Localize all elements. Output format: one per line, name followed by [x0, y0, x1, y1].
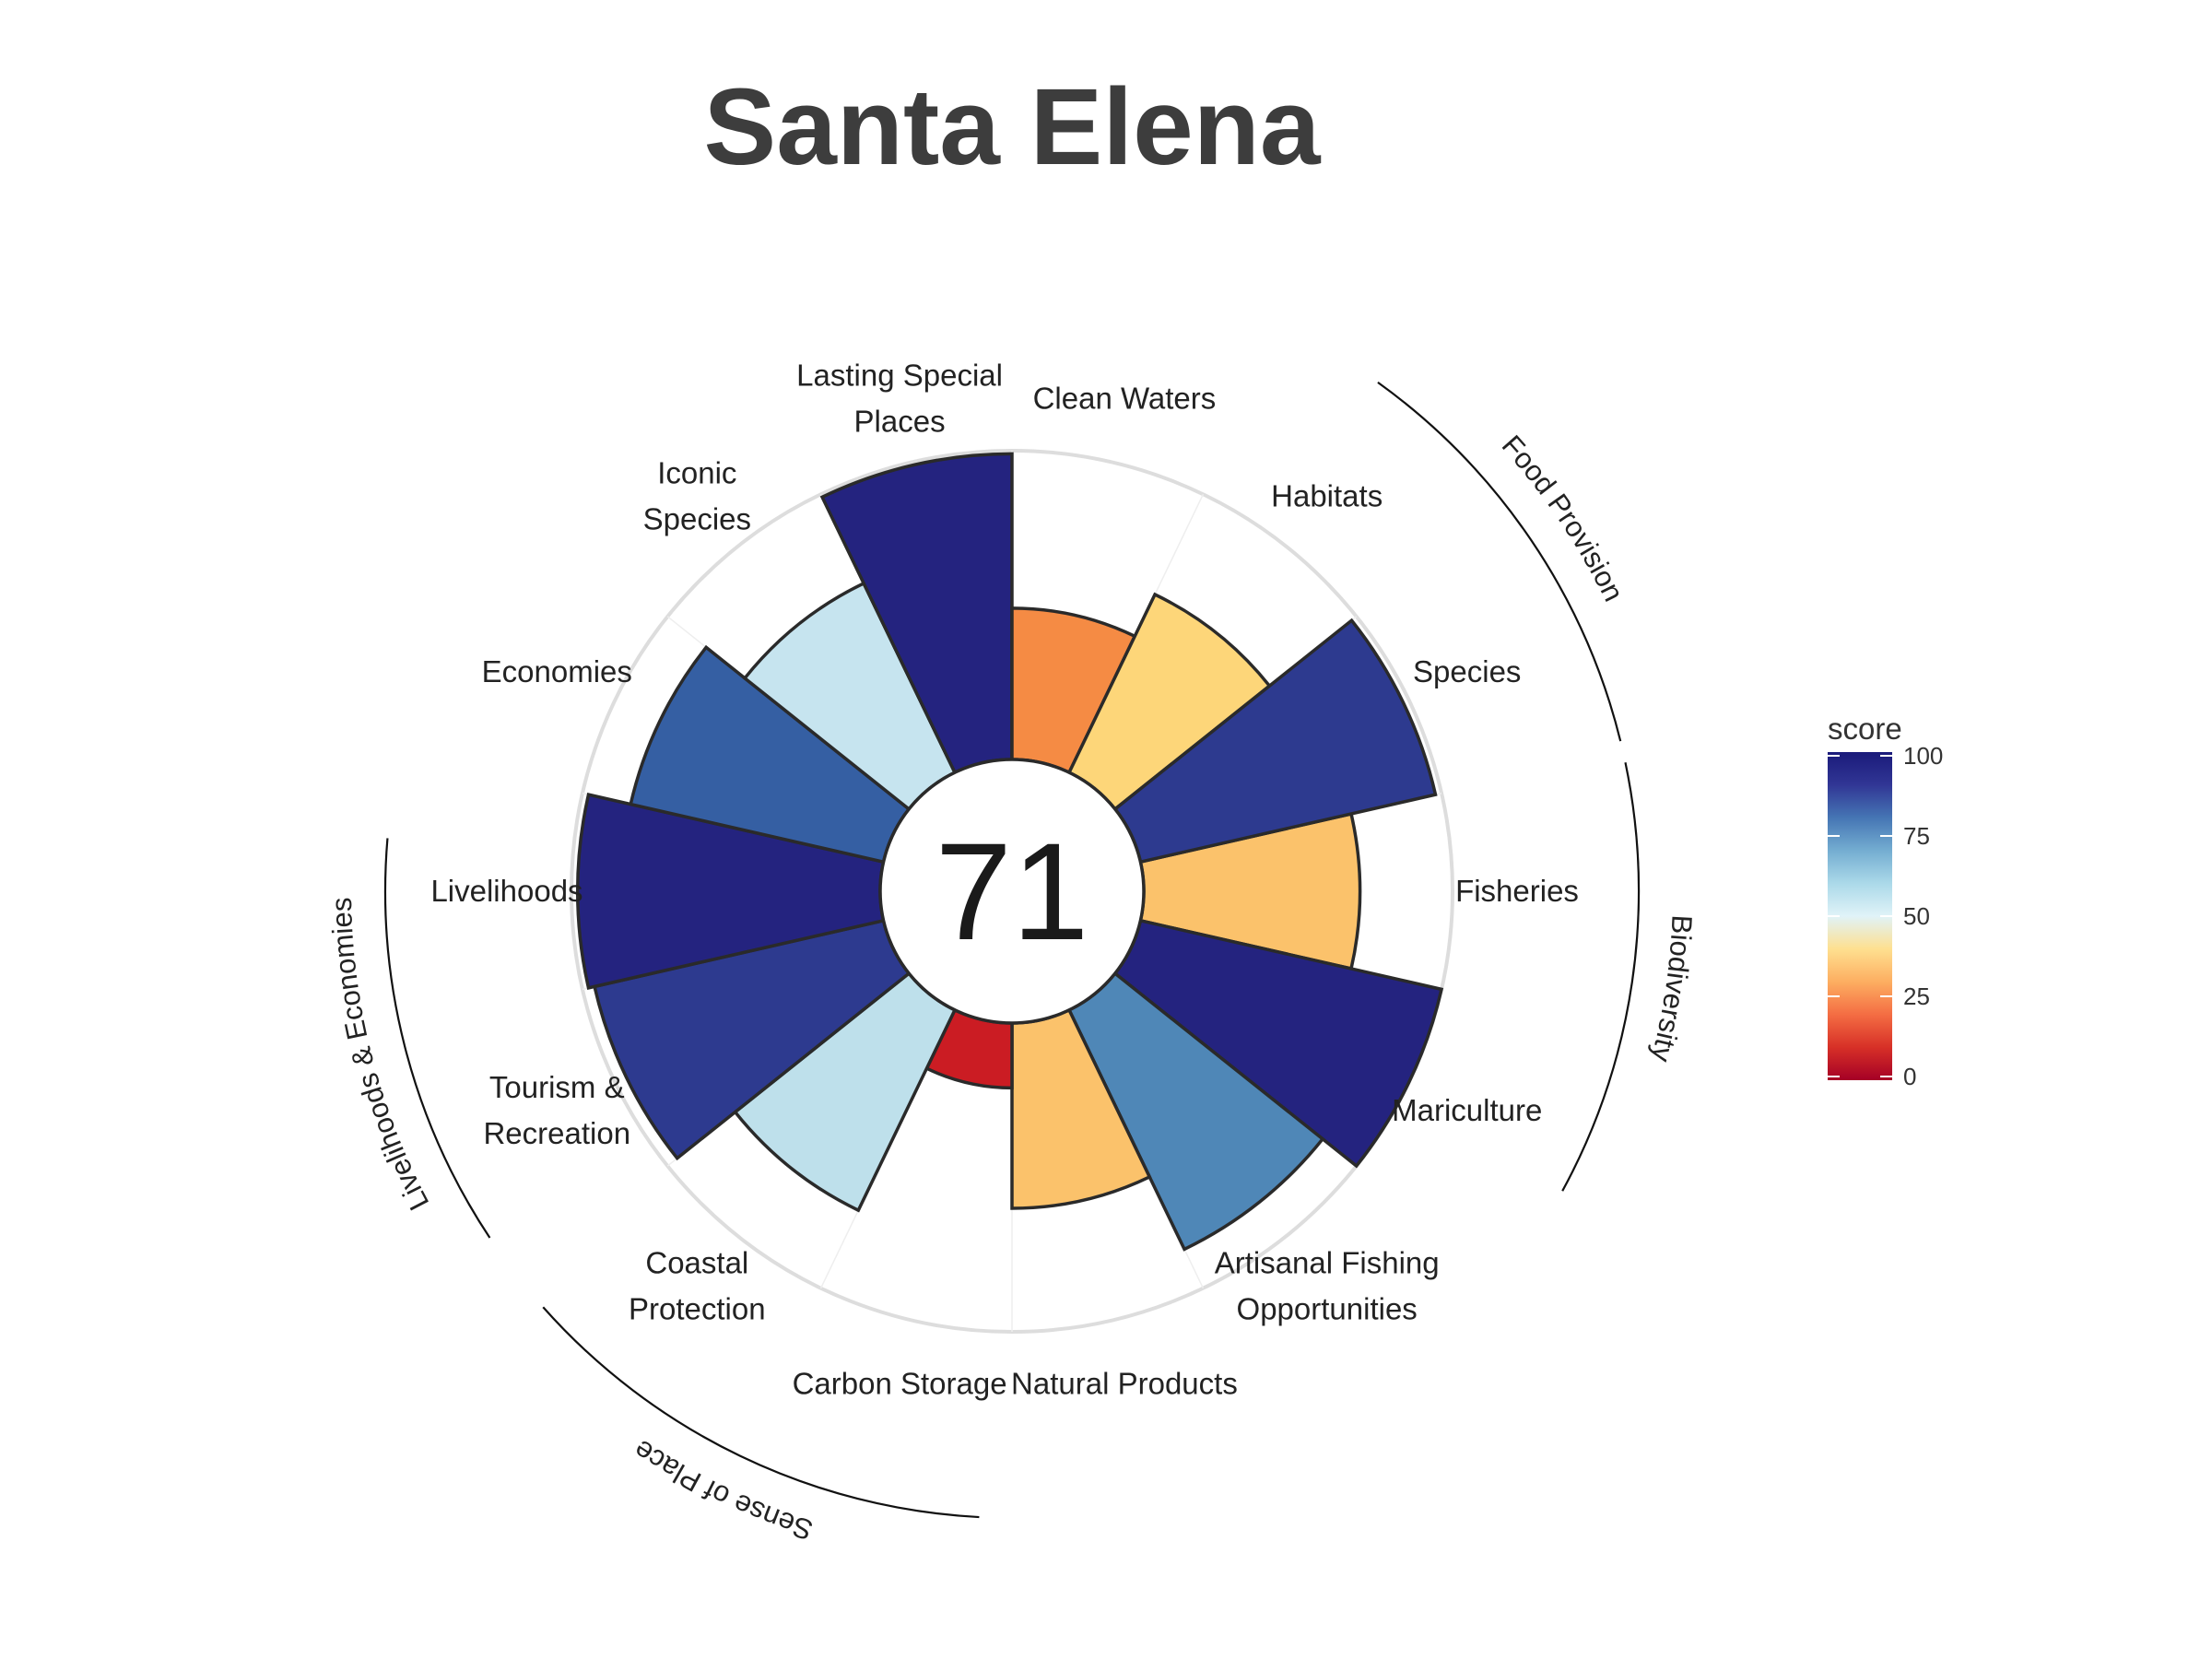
group-arc	[1377, 381, 1622, 742]
goal-label: Mariculture	[1392, 1093, 1542, 1127]
goal-labels: Fisheries Mariculture Artisanal Fishing Opp…	[430, 359, 1579, 1401]
legend-title: score	[1828, 712, 1902, 746]
group-label: Sense of Place	[628, 1433, 817, 1547]
group-arc	[383, 838, 491, 1239]
center-disc	[878, 758, 1146, 1025]
goal-label: Habitats	[1271, 479, 1382, 513]
goal-label: Economies	[482, 654, 632, 688]
legend-tick-label: 75	[1903, 822, 1930, 850]
group-label: Livelihoods & Economies	[325, 897, 435, 1216]
goal-label: Species	[1413, 654, 1521, 688]
legend-tick-label: 100	[1903, 742, 1943, 770]
score-legend: score 0 25 50 75 100	[1828, 712, 1943, 1090]
chart-title: Santa Elena	[704, 66, 1322, 188]
center-score-disc: 71	[878, 758, 1146, 1025]
goal-label: Fisheries	[1455, 874, 1579, 908]
legend-tick-label: 25	[1903, 982, 1930, 1010]
legend-tick-label: 0	[1903, 1063, 1916, 1090]
goal-label: Coastal Protection	[629, 1245, 766, 1325]
group-label: Biodiversity	[1645, 914, 1699, 1065]
goal-label: Iconic Species	[643, 456, 751, 536]
legend-tick-label: 50	[1903, 902, 1930, 930]
goal-label: Natural Products	[1011, 1366, 1238, 1400]
petals	[575, 452, 1444, 1252]
goal-label: Artisanal Fishing Opportunities	[1215, 1245, 1440, 1325]
center-score: 71	[935, 814, 1089, 969]
goal-label: Livelihoods	[430, 874, 582, 908]
goal-label: Clean Waters	[1033, 382, 1217, 416]
goal-label: Carbon Storage	[793, 1366, 1007, 1400]
group-arc	[1561, 762, 1641, 1192]
goal-label: Tourism & Recreation	[483, 1070, 630, 1150]
group-arc	[542, 1306, 980, 1519]
goal-label: Lasting Special Places	[796, 359, 1003, 439]
